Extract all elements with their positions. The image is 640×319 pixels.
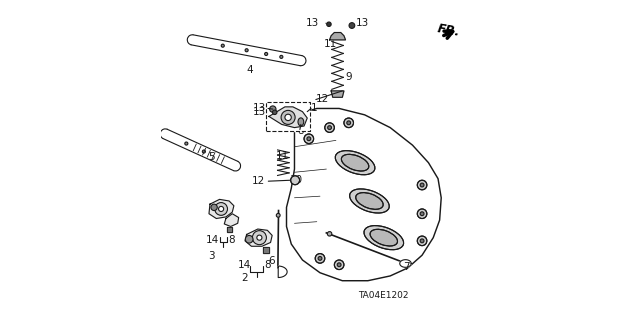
Circle shape [420, 183, 424, 187]
Circle shape [324, 123, 334, 132]
Polygon shape [227, 227, 232, 232]
Circle shape [285, 114, 291, 121]
Circle shape [281, 110, 295, 124]
Circle shape [264, 52, 268, 56]
Circle shape [273, 110, 277, 115]
Circle shape [344, 118, 353, 128]
Text: 8: 8 [228, 235, 235, 245]
Circle shape [417, 236, 427, 246]
Circle shape [318, 256, 322, 260]
Circle shape [218, 206, 223, 211]
Polygon shape [331, 91, 344, 97]
Polygon shape [266, 102, 310, 131]
Polygon shape [269, 107, 307, 128]
Text: 10: 10 [290, 174, 303, 185]
Text: 13: 13 [253, 103, 266, 113]
Text: 8: 8 [264, 260, 271, 271]
Text: 14: 14 [206, 235, 219, 245]
Text: 13: 13 [356, 18, 369, 28]
Text: 5: 5 [208, 152, 214, 162]
Text: 2: 2 [241, 273, 248, 283]
Text: 12: 12 [252, 176, 265, 186]
Ellipse shape [335, 151, 375, 175]
Text: 9: 9 [345, 71, 352, 82]
Circle shape [420, 212, 424, 216]
Text: 8: 8 [298, 126, 304, 136]
Circle shape [257, 235, 262, 240]
Ellipse shape [364, 226, 404, 250]
Circle shape [245, 49, 248, 52]
Text: 11: 11 [324, 39, 337, 49]
Text: 3: 3 [209, 251, 215, 261]
Circle shape [291, 176, 300, 185]
Ellipse shape [370, 229, 397, 246]
Circle shape [334, 260, 344, 270]
Text: 6: 6 [268, 256, 275, 266]
Polygon shape [287, 108, 441, 281]
Text: 14: 14 [288, 102, 301, 112]
Circle shape [420, 239, 424, 243]
Polygon shape [278, 266, 287, 278]
Text: 13: 13 [253, 107, 266, 117]
Text: 13: 13 [305, 18, 319, 28]
Circle shape [252, 231, 266, 245]
Text: TA04E1202: TA04E1202 [358, 291, 408, 300]
Ellipse shape [356, 193, 383, 209]
Circle shape [211, 204, 218, 211]
Circle shape [304, 134, 314, 144]
Circle shape [326, 22, 331, 26]
Circle shape [349, 23, 355, 28]
Circle shape [280, 55, 283, 58]
Text: 4: 4 [246, 65, 253, 75]
Ellipse shape [341, 154, 369, 171]
Text: 7: 7 [403, 262, 410, 272]
Circle shape [417, 180, 427, 190]
Polygon shape [400, 260, 412, 267]
Circle shape [185, 142, 188, 145]
Polygon shape [262, 247, 269, 253]
Text: 11: 11 [276, 151, 289, 161]
Ellipse shape [298, 118, 304, 126]
Circle shape [221, 44, 224, 47]
Circle shape [417, 209, 427, 219]
Polygon shape [209, 199, 234, 219]
Circle shape [202, 150, 205, 153]
Circle shape [327, 232, 332, 236]
Ellipse shape [349, 189, 389, 213]
Text: 1: 1 [311, 103, 317, 114]
Circle shape [307, 137, 311, 141]
Polygon shape [224, 214, 239, 226]
Polygon shape [245, 229, 272, 246]
Polygon shape [191, 35, 302, 66]
Circle shape [347, 121, 351, 125]
Polygon shape [163, 129, 237, 171]
Circle shape [337, 263, 341, 267]
Circle shape [316, 254, 324, 263]
Text: FR.: FR. [436, 22, 461, 39]
Circle shape [328, 126, 332, 130]
Circle shape [215, 203, 227, 215]
Text: 12: 12 [316, 94, 329, 104]
Circle shape [245, 235, 253, 243]
Polygon shape [330, 33, 346, 40]
Text: 14: 14 [237, 260, 251, 271]
Circle shape [276, 213, 280, 217]
Circle shape [269, 106, 276, 112]
